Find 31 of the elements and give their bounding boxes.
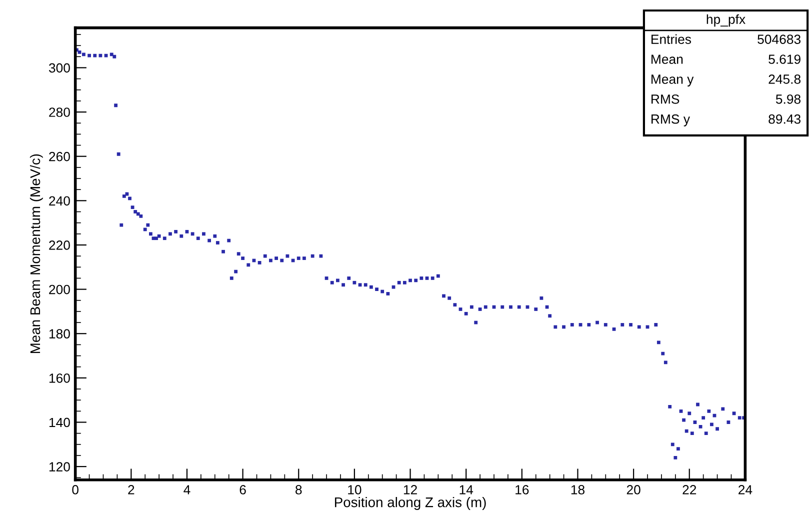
y-tick-label: 280 [49,108,70,117]
x-tick-label: 24 [738,485,752,494]
x-tick-label: 6 [240,485,246,494]
x-tick-label: 4 [184,485,190,494]
text: Mean y 245.8 [652,74,801,86]
x-tick-label: 12 [404,485,417,494]
x-tick-label: 16 [516,485,529,494]
y-tick-label: 140 [49,418,70,428]
x-tick-label: 0 [72,485,78,494]
text: RMS 5.98 [652,94,801,104]
text: RMS y 89.43 [652,114,801,126]
y-tick-label: 240 [49,196,70,206]
x-axis-title: Position along Z axis (m) [334,497,486,510]
y-tick-label: 260 [49,152,70,162]
x-tick-label: 8 [296,485,302,494]
y-tick-label: 200 [49,284,70,294]
x-tick-label: 2 [128,485,134,494]
y-tick-label: 120 [49,462,70,472]
text: Mean 5.619 [652,54,800,64]
y-tick-label: 160 [49,373,70,383]
x-tick-label: 14 [460,485,474,494]
y-axis-title: Mean Beam Momentum (MeV/c) [30,154,43,354]
x-tick-label: 20 [626,485,640,494]
y-tick-label: 180 [49,329,70,339]
x-tick-label: 10 [348,485,362,494]
x-tick-label: 18 [571,485,584,494]
y-tick-label: 220 [49,240,70,250]
text: hp_pfx [706,14,746,27]
x-tick-label: 22 [682,485,696,494]
text: Entries 504683 [652,34,801,44]
y-tick-label: 300 [48,63,70,73]
